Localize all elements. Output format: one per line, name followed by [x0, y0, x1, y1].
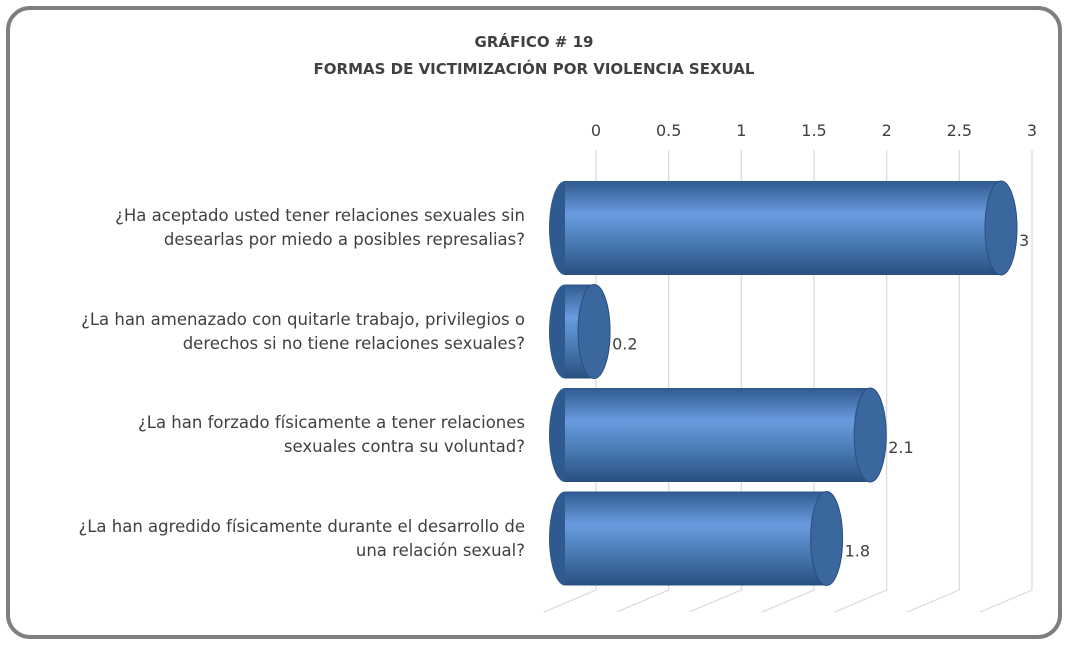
chart-title: GRÁFICO # 19 — [474, 33, 594, 51]
bar-body — [565, 181, 1001, 275]
value-label: 3 — [1019, 231, 1029, 250]
grid-line — [834, 150, 888, 613]
grid-line — [761, 150, 815, 613]
y-tick-label: ¿La han amenazado con quitarle trabajo, … — [81, 309, 525, 353]
x-tick-label: 3 — [1027, 121, 1037, 140]
x-tick-label: 2 — [882, 121, 892, 140]
bar-body — [565, 388, 871, 482]
bar — [549, 180, 1018, 276]
x-tick-label: 0 — [591, 121, 601, 140]
value-label: 0.2 — [612, 335, 637, 354]
bar-cap — [577, 284, 611, 379]
value-label: 1.8 — [845, 542, 870, 561]
bar-cap — [810, 491, 844, 586]
bar — [549, 387, 887, 483]
x-tick-label: 1.5 — [801, 121, 826, 140]
bar-cap — [984, 180, 1018, 276]
grid-line — [689, 150, 742, 613]
x-tick-label: 2.5 — [947, 121, 972, 140]
y-tick-label: ¿La han forzado físicamente a tener rela… — [138, 413, 525, 456]
x-tick-label: 1 — [736, 121, 746, 140]
bar-cap — [853, 387, 887, 483]
y-tick-label: ¿Ha aceptado usted tener relaciones sexu… — [115, 206, 525, 249]
grid-line — [907, 150, 960, 613]
bar-body — [565, 491, 827, 586]
grid-line — [616, 150, 670, 613]
grid-line — [979, 150, 1033, 613]
y-tick-label: ¿La han agredido físicamente durante el … — [78, 516, 525, 560]
chart-subtitle: FORMAS DE VICTIMIZACIÓN POR VIOLENCIA SE… — [313, 60, 755, 78]
x-tick-label: 0.5 — [656, 121, 681, 140]
bar — [549, 284, 611, 379]
bar — [549, 491, 844, 586]
value-label: 2.1 — [888, 438, 913, 457]
